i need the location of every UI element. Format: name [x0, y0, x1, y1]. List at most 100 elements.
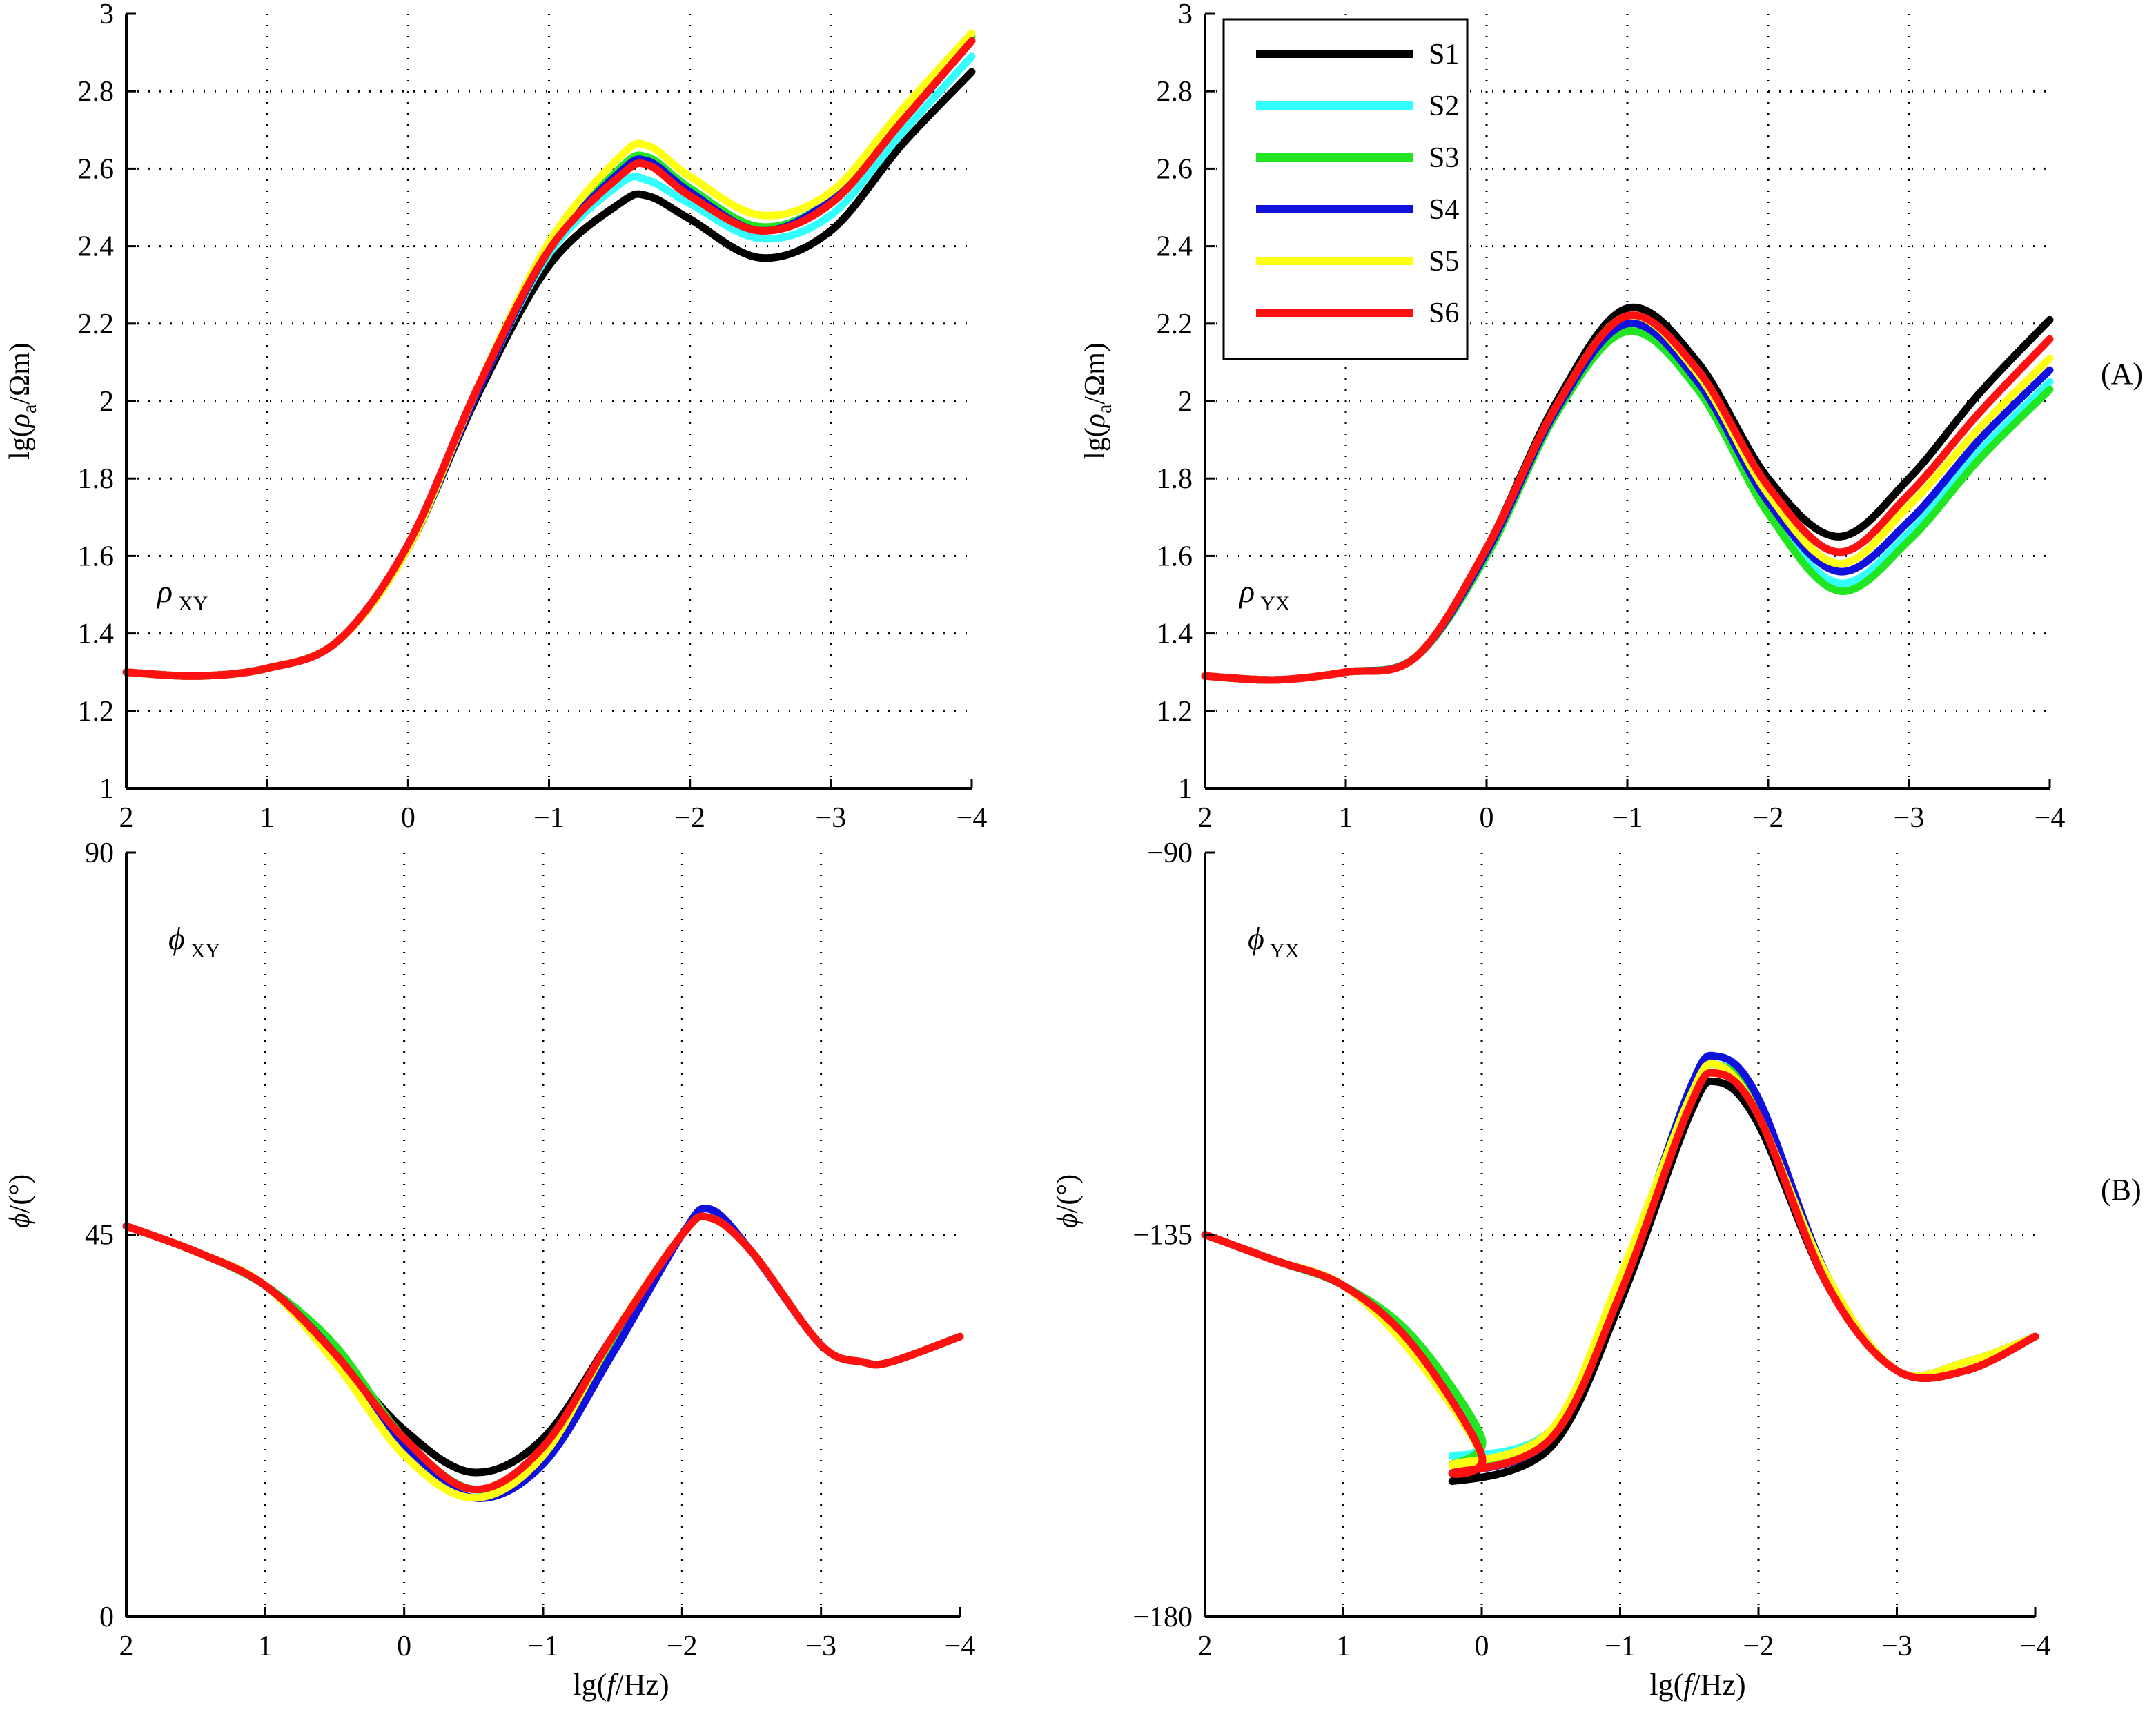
grid	[126, 14, 972, 788]
series-line-s1	[122, 1212, 964, 1477]
y-tick-label: 1.8	[78, 463, 115, 495]
legend-label-s5: S5	[1429, 246, 1459, 278]
y-tick-label: 3	[1178, 0, 1193, 30]
x-tick-label: 1	[258, 1631, 273, 1662]
series-line-s6	[122, 37, 976, 680]
series-line-s5	[1201, 311, 2054, 684]
x-tick-label: 2	[1198, 1631, 1213, 1662]
series-group	[122, 29, 976, 680]
panel-phi-yx: 2 1 0 −1 −2 −3 −4 −180 −135 −90 ϕ/(°) lg(f/Hz) ϕ YX	[1052, 837, 2050, 1702]
series-line-s6	[1201, 1069, 2039, 1478]
y-tick-label: −180	[1133, 1602, 1193, 1633]
y-tick-label: −135	[1133, 1220, 1193, 1252]
x-tick-label: −1	[533, 802, 565, 834]
y-tick-label: 45	[85, 1220, 114, 1252]
plot-label: ρ XY	[156, 574, 208, 615]
y-tick-label: 1	[1178, 773, 1193, 805]
x-tick-label: 2	[1198, 802, 1213, 834]
x-tick-label: 1	[1339, 802, 1353, 834]
x-tick-label: −2	[1743, 1631, 1774, 1662]
x-tick-label: 0	[401, 802, 415, 834]
legend-label-s2: S2	[1429, 90, 1459, 122]
y-axis-label: ϕ/(°)	[1052, 1174, 1084, 1228]
y-tick-label: 1.2	[78, 696, 115, 728]
legend-label-s4: S4	[1429, 194, 1459, 226]
x-tick-label: 2	[119, 1631, 134, 1662]
legend-box	[1222, 18, 1469, 360]
series-line-s2	[1201, 1060, 2039, 1460]
x-tick-label: −3	[1881, 1631, 1912, 1662]
series-line-s4	[1201, 319, 2054, 684]
y-tick-label: 1.4	[78, 619, 115, 650]
x-tick-label: −3	[1894, 802, 1925, 834]
x-tick-label: −1	[1612, 802, 1643, 834]
y-tick-label: 2.8	[78, 76, 115, 108]
y-tick-label: 2.8	[1157, 76, 1193, 108]
series-line-s2	[122, 52, 976, 680]
plot-label: ϕ YX	[1248, 921, 1300, 962]
y-tick-label: −90	[1147, 837, 1193, 869]
grid	[1205, 14, 2050, 788]
x-tick-label: −2	[1753, 802, 1784, 834]
series-line-s6	[1201, 311, 2054, 684]
y-tick-label: 2.6	[78, 153, 115, 185]
y-tick-label: 2.2	[78, 309, 115, 340]
series-line-s3	[1201, 1058, 2039, 1468]
x-tick-label: −4	[2035, 802, 2066, 834]
x-tick-label: 0	[1480, 802, 1494, 834]
legend-label-s1: S1	[1429, 39, 1459, 70]
y-axis-label: lg(ρa/Ωm)	[4, 342, 41, 460]
x-tick-label: −1	[528, 1631, 559, 1662]
y-tick-label: 1.6	[1157, 541, 1193, 572]
y-tick-label: 90	[85, 837, 114, 869]
panel-label-b: (B)	[2101, 1173, 2142, 1207]
plot-label: ϕ XY	[168, 921, 220, 962]
x-tick-label: 1	[1336, 1631, 1351, 1662]
y-tick-label: 1.4	[1157, 619, 1193, 650]
series-group	[1201, 1051, 2039, 1486]
x-tick-label: −4	[945, 1631, 976, 1662]
y-tick-label: 3	[99, 0, 114, 30]
x-tick-label: −4	[2020, 1631, 2051, 1662]
legend-label-s3: S3	[1429, 142, 1459, 174]
series-group	[122, 1205, 964, 1502]
x-tick-label: 2	[119, 802, 134, 834]
y-tick-label: 1.6	[78, 541, 115, 572]
x-axis-label: lg(f/Hz)	[573, 1668, 669, 1702]
x-tick-label: −4	[957, 802, 988, 834]
plot-label: ρ YX	[1238, 574, 1291, 615]
panel-rho-yx: 2 1 0 −1 −2 −3 −411.21.41.61.822.22.42.62.83lg…	[1079, 0, 2065, 834]
x-tick-label: 1	[260, 802, 275, 834]
x-tick-label: −3	[815, 802, 846, 834]
legend: S1 S2 S3 S4 S5 S6	[1222, 18, 1469, 360]
y-tick-label: 2.4	[78, 231, 115, 263]
grid	[1205, 853, 2035, 1617]
panel-label-a: (A)	[2101, 357, 2143, 391]
y-tick-label: 0	[99, 1602, 114, 1633]
y-axis-label: lg(ρa/Ωm)	[1079, 342, 1116, 460]
y-tick-label: 2.2	[1157, 309, 1193, 340]
y-tick-label: 2	[99, 386, 114, 418]
x-axis-label: lg(f/Hz)	[1649, 1668, 1745, 1702]
y-axis-label: ϕ/(°)	[4, 1174, 36, 1228]
legend-label-s6: S6	[1429, 298, 1459, 329]
panel-phi-xy: 2 1 0 −1 −2 −3 −4 0 45 90 ϕ/(°) lg(f/Hz) ϕ XY	[4, 837, 975, 1702]
y-tick-label: 1.2	[1157, 696, 1193, 728]
grid	[126, 853, 960, 1617]
y-tick-label: 2	[1178, 386, 1193, 418]
x-tick-label: −3	[805, 1631, 836, 1662]
y-tick-label: 1.8	[1157, 463, 1193, 495]
y-tick-label: 1	[99, 773, 114, 805]
y-tick-label: 2.6	[1157, 153, 1193, 185]
x-tick-label: 0	[1475, 1631, 1489, 1662]
x-tick-label: 0	[397, 1631, 411, 1662]
panel-rho-xy: 2 1 0 −1 −2 −3 −411.21.41.61.822.22.42.62.83lg…	[4, 0, 987, 834]
x-tick-label: −2	[667, 1631, 698, 1662]
series-line-s5	[122, 29, 976, 680]
x-tick-label: −2	[674, 802, 705, 834]
series-line-s6	[122, 1212, 964, 1494]
y-tick-label: 2.4	[1157, 231, 1193, 263]
x-tick-label: −1	[1605, 1631, 1636, 1662]
series-line-s5	[1201, 1060, 2039, 1472]
